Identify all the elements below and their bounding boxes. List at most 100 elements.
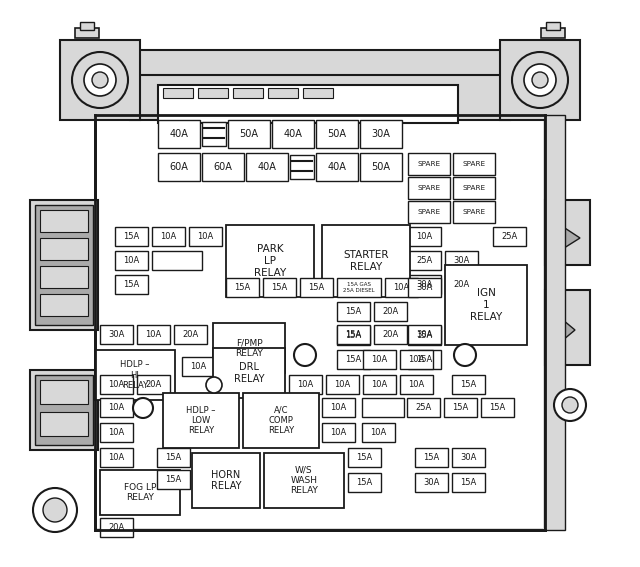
Bar: [233, 88, 263, 98]
Bar: [453, 201, 495, 223]
Bar: [95, 350, 175, 400]
Text: 20A: 20A: [382, 307, 399, 316]
Bar: [452, 448, 485, 467]
Text: 40A: 40A: [284, 129, 303, 139]
Bar: [445, 275, 478, 294]
Circle shape: [562, 397, 578, 413]
Bar: [400, 375, 433, 394]
Polygon shape: [545, 200, 590, 265]
Bar: [95, 115, 545, 530]
Text: 15A: 15A: [417, 331, 433, 340]
Text: FOG LP
RELAY: FOG LP RELAY: [124, 483, 156, 502]
Text: 30A: 30A: [372, 129, 390, 139]
Text: 25A: 25A: [501, 232, 518, 241]
Text: 15A: 15A: [424, 453, 440, 462]
Bar: [228, 120, 270, 148]
Bar: [35, 375, 93, 445]
Bar: [213, 348, 285, 398]
Circle shape: [133, 398, 153, 418]
Text: 10A: 10A: [108, 428, 125, 437]
Text: 15A: 15A: [271, 283, 287, 292]
Text: 10A: 10A: [298, 380, 314, 389]
Text: 10A: 10A: [161, 232, 177, 241]
Bar: [322, 423, 355, 442]
Bar: [363, 350, 396, 369]
Bar: [246, 153, 288, 181]
Bar: [453, 153, 495, 175]
Bar: [243, 393, 319, 448]
Bar: [337, 350, 370, 369]
Bar: [115, 275, 148, 294]
Bar: [130, 75, 510, 120]
Text: 60A: 60A: [214, 162, 232, 172]
Bar: [202, 122, 226, 146]
Text: 30A: 30A: [453, 256, 470, 265]
Text: STARTER
RELAY: STARTER RELAY: [343, 250, 388, 272]
Text: 15A: 15A: [346, 355, 362, 364]
Bar: [157, 448, 190, 467]
Text: 20A: 20A: [382, 330, 399, 339]
Text: 30A: 30A: [416, 330, 433, 339]
Bar: [202, 153, 244, 181]
Bar: [40, 412, 88, 436]
Text: 10A: 10A: [108, 453, 125, 462]
Bar: [198, 88, 228, 98]
Text: 40A: 40A: [257, 162, 276, 172]
Bar: [40, 238, 88, 260]
Polygon shape: [545, 290, 590, 365]
Text: 10A: 10A: [197, 232, 214, 241]
Bar: [326, 375, 359, 394]
Text: DRL
RELAY: DRL RELAY: [234, 362, 264, 384]
Text: 15A GAS
25A DIESEL: 15A GAS 25A DIESEL: [343, 282, 375, 293]
Bar: [115, 251, 148, 270]
Bar: [408, 251, 441, 270]
Bar: [100, 448, 133, 467]
Bar: [408, 326, 441, 345]
Bar: [152, 227, 185, 246]
Bar: [546, 22, 560, 30]
Bar: [174, 325, 207, 344]
Text: 10A: 10A: [417, 232, 433, 241]
Text: 20A: 20A: [182, 330, 198, 339]
Text: HORN
RELAY: HORN RELAY: [211, 469, 241, 491]
Bar: [213, 323, 285, 373]
Text: 10A: 10A: [124, 256, 140, 265]
Bar: [360, 120, 402, 148]
Text: 30A: 30A: [416, 280, 433, 289]
Bar: [374, 325, 407, 344]
Text: 15A: 15A: [346, 330, 362, 339]
Text: 40A: 40A: [170, 129, 188, 139]
Bar: [303, 88, 333, 98]
Bar: [408, 325, 441, 344]
Bar: [157, 470, 190, 489]
Text: 20A: 20A: [453, 280, 470, 289]
Bar: [481, 398, 514, 417]
Bar: [100, 375, 133, 394]
Bar: [100, 470, 180, 515]
Text: SPARE: SPARE: [417, 161, 440, 167]
Bar: [452, 473, 485, 492]
Text: 10A: 10A: [371, 355, 388, 364]
Bar: [408, 201, 450, 223]
Bar: [453, 177, 495, 199]
Text: 10A: 10A: [330, 403, 347, 412]
Bar: [408, 275, 441, 294]
Text: 30A: 30A: [423, 478, 440, 487]
Text: 10A: 10A: [334, 380, 351, 389]
Text: 10A: 10A: [145, 330, 162, 339]
Bar: [75, 28, 99, 38]
Text: HDLP –
LOW
RELAY: HDLP – LOW RELAY: [186, 405, 216, 435]
Circle shape: [554, 389, 586, 421]
Bar: [226, 225, 314, 297]
Bar: [322, 225, 410, 297]
Bar: [80, 22, 94, 30]
Circle shape: [524, 64, 556, 96]
Circle shape: [454, 344, 476, 366]
Bar: [348, 448, 381, 467]
Text: A/C
COMP
RELAY: A/C COMP RELAY: [268, 405, 294, 435]
Bar: [545, 115, 565, 530]
Bar: [500, 40, 580, 120]
Bar: [158, 153, 200, 181]
Text: 30A: 30A: [416, 283, 433, 292]
Text: 10A: 10A: [371, 380, 388, 389]
